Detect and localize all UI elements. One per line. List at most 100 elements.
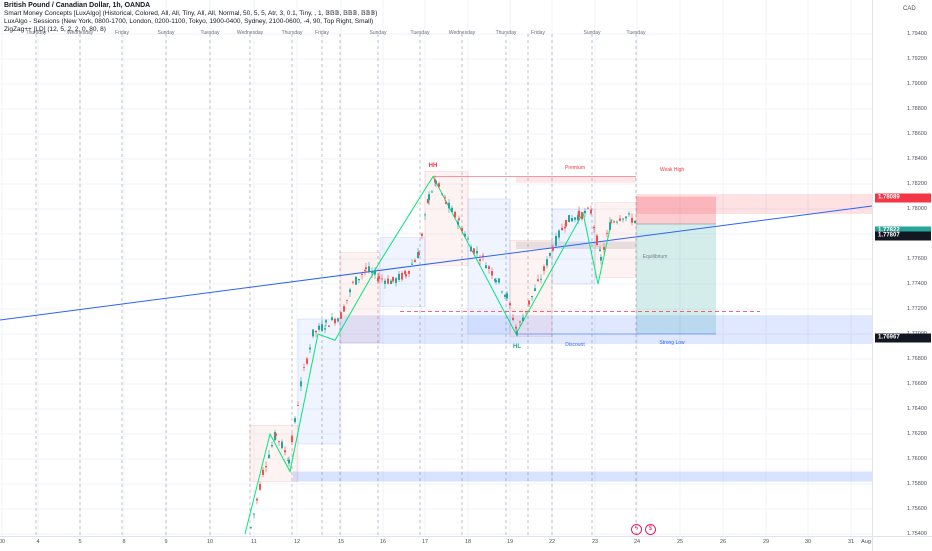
- equilibrium-label: Equilibrium: [642, 254, 668, 260]
- price-tick-label: 1.76600: [907, 381, 927, 387]
- candle-body: [438, 183, 440, 187]
- time-tick-label: 8: [122, 539, 126, 545]
- candle-body: [358, 279, 360, 281]
- zigzag-indicator-label[interactable]: ZigZag++ [LD] (12, 5, 2, 2, 0, 80, 8): [4, 26, 106, 33]
- session-day-label: Sunday: [369, 30, 387, 36]
- candle-body: [274, 432, 276, 441]
- candle-body: [495, 280, 497, 283]
- candle-body: [297, 405, 299, 406]
- candle-body: [522, 317, 524, 322]
- session-day-label: Sunday: [157, 30, 175, 36]
- candle-body: [606, 233, 608, 235]
- candle-body: [485, 265, 487, 269]
- candle-body: [516, 331, 518, 336]
- price-tick-label: 1.77400: [907, 281, 927, 287]
- candle-body: [476, 251, 478, 254]
- candle-body: [599, 249, 601, 251]
- candle-body: [467, 238, 469, 240]
- candle-body: [405, 274, 407, 277]
- time-tick-label: 30: [804, 539, 812, 545]
- dividend-icon[interactable]: $: [645, 524, 656, 535]
- candle-body: [374, 270, 376, 275]
- candle-body: [349, 289, 351, 293]
- time-tick-label: 5: [78, 539, 82, 545]
- candle-body: [284, 450, 286, 453]
- price-badge: 1.76967: [875, 333, 931, 343]
- price-tick-label: 1.78400: [907, 156, 927, 162]
- price-tick-label: 1.75400: [907, 531, 927, 537]
- axis-corner: [872, 536, 932, 551]
- candle-body: [256, 498, 258, 501]
- session-day-label: Thursday: [281, 30, 303, 36]
- candle-body: [498, 278, 500, 283]
- session-day-label: Wednesday: [66, 30, 94, 36]
- lightning-icon[interactable]: ϟ: [631, 524, 642, 535]
- price-tick-label: 1.79200: [907, 56, 927, 62]
- time-tick-label: 29: [762, 539, 770, 545]
- chart-pane[interactable]: [0, 0, 872, 536]
- candle-body: [458, 218, 460, 221]
- price-tick-label: 1.76800: [907, 356, 927, 362]
- price-tick-label: 1.76200: [907, 431, 927, 437]
- candle-body: [546, 259, 548, 266]
- candle-body: [278, 441, 280, 443]
- time-tick-label: 31: [847, 539, 855, 545]
- short-position-risk: [636, 196, 716, 224]
- time-tick-label: 00: [0, 539, 6, 545]
- candle-body: [555, 235, 557, 246]
- candle-body: [470, 246, 472, 252]
- candle-body: [552, 247, 554, 251]
- candle-body: [337, 318, 339, 322]
- candle-body: [537, 279, 539, 282]
- candle-body: [250, 527, 252, 528]
- candle-body: [378, 276, 380, 279]
- strong-low-label: Strong Low: [659, 340, 685, 346]
- sessions-indicator-label[interactable]: LuxAlgo - Sessions (New York, 0800-1700,…: [4, 18, 374, 25]
- candle-body: [441, 193, 443, 195]
- zigzag-line: [244, 175, 613, 535]
- time-axis[interactable]: 00 4 5 8 9 10 11 12 15 16 17 18 19 22 23 24 25 26 29 30 31 Au…: [0, 536, 872, 551]
- candle-body: [324, 328, 326, 330]
- candle-body: [418, 252, 420, 255]
- candle-body: [294, 418, 296, 423]
- candle-body: [619, 218, 621, 221]
- candle-body: [479, 259, 481, 261]
- candle-body: [265, 466, 267, 468]
- time-tick-label: 26: [719, 539, 727, 545]
- price-axis[interactable]: CAD 1.79400 1.79200 1.79000 1.78800 1.78600 1…: [872, 0, 932, 537]
- session-day-label: Friday: [115, 30, 129, 36]
- candle-body: [634, 220, 636, 224]
- price-tick-label: 1.76400: [907, 406, 927, 412]
- price-badge: 1.78089: [875, 193, 931, 203]
- candle-body: [328, 325, 330, 327]
- time-tick-label: 18: [464, 539, 472, 545]
- candle-body: [519, 321, 521, 323]
- candle-body: [377, 277, 379, 282]
- smc-indicator-label[interactable]: Smart Money Concepts [LuxAlgo] (Historic…: [4, 10, 378, 17]
- indicator-legend: British Pound / Canadian Dollar, 1h, OAN…: [4, 2, 377, 34]
- candle-body: [303, 367, 305, 369]
- session-box: [297, 318, 341, 445]
- candle-body: [571, 217, 573, 222]
- currency-label[interactable]: CAD: [903, 6, 916, 12]
- premium-label: Premium: [564, 165, 586, 171]
- candle-body: [444, 197, 446, 199]
- candle-body: [427, 199, 429, 204]
- candle-body: [271, 445, 273, 447]
- candle-body: [368, 266, 370, 272]
- candle-body: [431, 191, 433, 193]
- candle-body: [325, 320, 327, 323]
- candle-body: [558, 230, 560, 238]
- equilibrium-zone: [516, 241, 636, 249]
- price-badge: 1.77822: [875, 226, 931, 236]
- candle-body: [268, 454, 270, 458]
- symbol-title[interactable]: British Pound / Canadian Dollar, 1h, OAN…: [4, 2, 151, 9]
- candle-body: [587, 207, 589, 209]
- candle-body: [578, 210, 580, 218]
- price-tick-label: 1.79000: [907, 81, 927, 87]
- price-chart[interactable]: [0, 0, 872, 536]
- candle-body: [395, 278, 397, 283]
- candle-body: [494, 278, 496, 282]
- time-tick-label: 17: [421, 539, 429, 545]
- candle-body: [371, 271, 373, 274]
